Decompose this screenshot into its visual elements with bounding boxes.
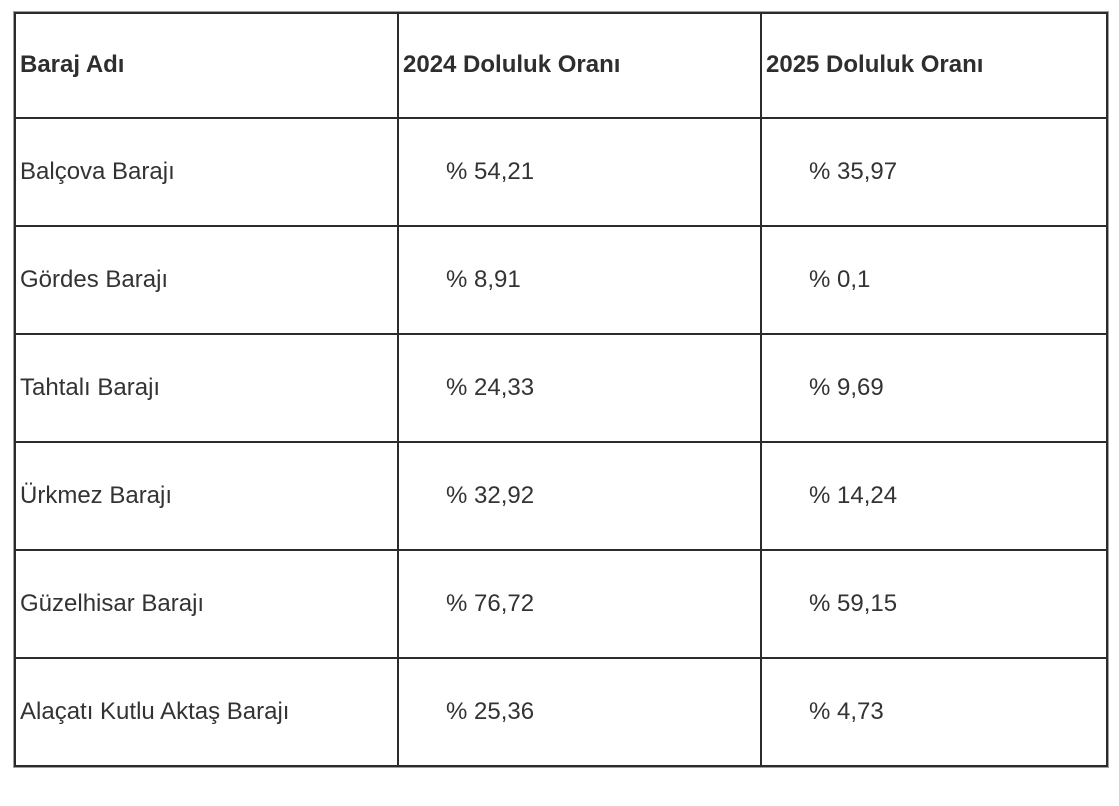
table-row: Gördes Barajı % 8,91 % 0,1 bbox=[14, 225, 1108, 335]
dam-name-cell: Güzelhisar Barajı bbox=[14, 549, 399, 659]
rate-2024-cell: % 32,92 bbox=[397, 441, 762, 551]
table-row: Tahtalı Barajı % 24,33 % 9,69 bbox=[14, 333, 1108, 443]
dam-fill-rate-table: Baraj Adı 2024 Doluluk Oranı 2025 Dolulu… bbox=[13, 11, 1109, 768]
dam-name-cell: Tahtalı Barajı bbox=[14, 333, 399, 443]
header-row: Baraj Adı 2024 Doluluk Oranı 2025 Dolulu… bbox=[14, 12, 1108, 119]
dam-name-cell: Alaçatı Kutlu Aktaş Barajı bbox=[14, 657, 399, 767]
column-header-2024-rate: 2024 Doluluk Oranı bbox=[397, 12, 762, 119]
table-body: Balçova Barajı % 54,21 % 35,97 Gördes Ba… bbox=[14, 117, 1108, 767]
dam-name-cell: Ürkmez Barajı bbox=[14, 441, 399, 551]
column-header-dam-name: Baraj Adı bbox=[14, 12, 399, 119]
rate-2024-cell: % 76,72 bbox=[397, 549, 762, 659]
column-header-2025-rate: 2025 Doluluk Oranı bbox=[760, 12, 1108, 119]
table-row: Alaçatı Kutlu Aktaş Barajı % 25,36 % 4,7… bbox=[14, 657, 1108, 767]
rate-2024-cell: % 8,91 bbox=[397, 225, 762, 335]
table-row: Balçova Barajı % 54,21 % 35,97 bbox=[14, 117, 1108, 227]
dam-name-cell: Balçova Barajı bbox=[14, 117, 399, 227]
rate-2025-cell: % 0,1 bbox=[760, 225, 1108, 335]
dam-name-cell: Gördes Barajı bbox=[14, 225, 399, 335]
rate-2025-cell: % 4,73 bbox=[760, 657, 1108, 767]
table-row: Ürkmez Barajı % 32,92 % 14,24 bbox=[14, 441, 1108, 551]
rate-2025-cell: % 14,24 bbox=[760, 441, 1108, 551]
rate-2025-cell: % 59,15 bbox=[760, 549, 1108, 659]
rate-2024-cell: % 25,36 bbox=[397, 657, 762, 767]
table-header: Baraj Adı 2024 Doluluk Oranı 2025 Dolulu… bbox=[14, 12, 1108, 119]
rate-2024-cell: % 54,21 bbox=[397, 117, 762, 227]
table-row: Güzelhisar Barajı % 76,72 % 59,15 bbox=[14, 549, 1108, 659]
rate-2025-cell: % 9,69 bbox=[760, 333, 1108, 443]
rate-2025-cell: % 35,97 bbox=[760, 117, 1108, 227]
rate-2024-cell: % 24,33 bbox=[397, 333, 762, 443]
